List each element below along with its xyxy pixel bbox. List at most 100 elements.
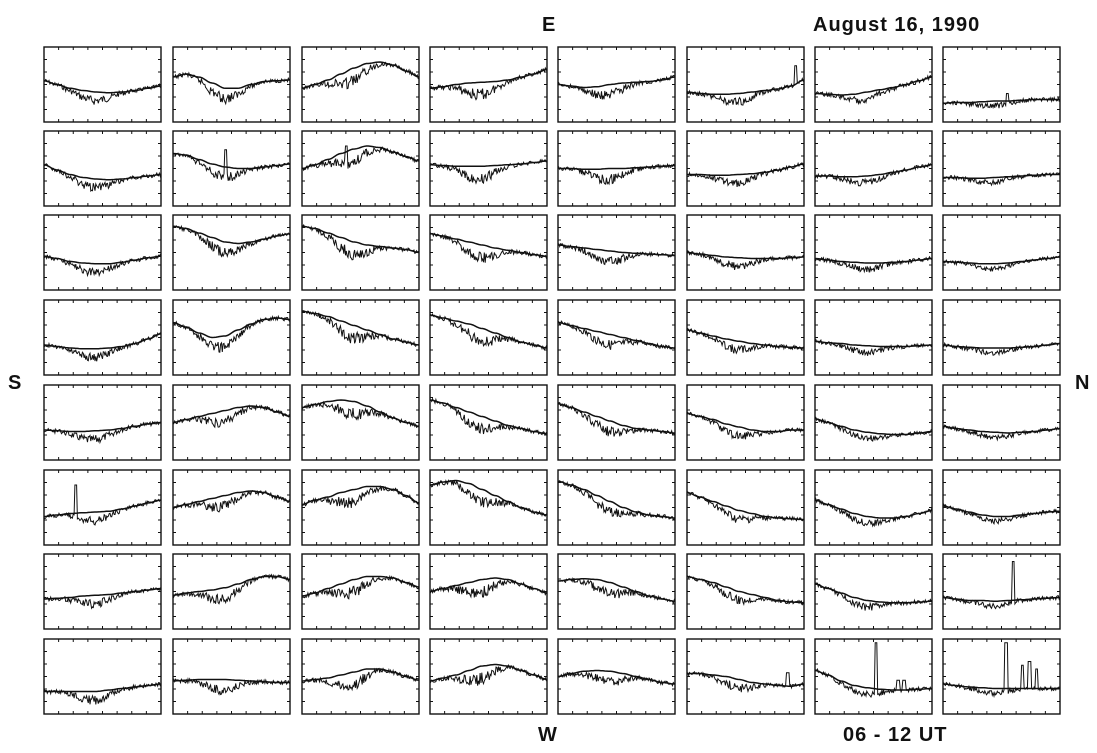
panel-frame bbox=[557, 469, 676, 546]
observed-profile bbox=[557, 401, 676, 437]
observed-profile bbox=[301, 667, 420, 692]
observed-profile bbox=[557, 74, 676, 100]
panel-ticks bbox=[430, 554, 547, 629]
panel-ticks bbox=[815, 47, 932, 122]
observed-profile bbox=[686, 65, 805, 107]
panel-r7-c3 bbox=[301, 553, 420, 630]
panel-ticks bbox=[302, 470, 419, 545]
observed-profile bbox=[814, 162, 933, 187]
observed-profile bbox=[557, 243, 676, 266]
panel-frame bbox=[686, 384, 805, 461]
reference-curve bbox=[429, 479, 548, 516]
observed-profile bbox=[172, 677, 291, 696]
panel-ticks bbox=[558, 215, 675, 290]
reference-curve bbox=[301, 485, 420, 506]
observed-profile bbox=[430, 397, 548, 436]
panel-ticks bbox=[558, 639, 675, 714]
panel-frame bbox=[814, 299, 933, 376]
observed-profile bbox=[172, 403, 291, 429]
observed-profile bbox=[172, 149, 291, 181]
panel-r2-c1 bbox=[43, 130, 162, 207]
reference-curve bbox=[557, 76, 676, 89]
panel-r2-c4 bbox=[429, 130, 548, 207]
panel-r6-c8 bbox=[942, 469, 1061, 546]
panel-r6-c4 bbox=[429, 469, 548, 546]
observed-profile bbox=[43, 78, 162, 105]
panel-r1-c8 bbox=[942, 46, 1061, 123]
observed-profile bbox=[942, 341, 1061, 357]
panel-r4-c1 bbox=[43, 299, 162, 376]
panel-ticks bbox=[302, 131, 419, 206]
panel-r3-c1 bbox=[43, 214, 162, 291]
panel-frame bbox=[942, 638, 1061, 715]
panel-frame bbox=[172, 46, 291, 123]
panel-r3-c2 bbox=[172, 214, 291, 291]
reference-curve bbox=[301, 399, 420, 428]
observed-profile bbox=[814, 74, 933, 106]
panel-r5-c8 bbox=[942, 384, 1061, 461]
reference-curve bbox=[686, 251, 804, 260]
panel-ticks bbox=[943, 385, 1060, 460]
observed-profile bbox=[686, 411, 805, 440]
panel-ticks bbox=[173, 639, 290, 714]
observed-profile bbox=[942, 424, 1061, 442]
observed-profile bbox=[429, 158, 548, 185]
panel-frame bbox=[301, 130, 420, 207]
observed-profile bbox=[942, 255, 1061, 272]
panel-frame bbox=[43, 214, 162, 291]
panel-r2-c6 bbox=[686, 130, 805, 207]
panel-ticks bbox=[44, 300, 161, 375]
panel-ticks bbox=[687, 215, 804, 290]
panel-r6-c3 bbox=[301, 469, 420, 546]
observed-profile bbox=[814, 582, 933, 611]
panel-ticks bbox=[815, 470, 932, 545]
panel-ticks bbox=[815, 639, 932, 714]
panel-r7-c7 bbox=[814, 553, 933, 630]
east-label: E bbox=[542, 14, 556, 36]
panel-frame bbox=[686, 214, 805, 291]
observed-profile bbox=[43, 682, 162, 705]
panel-r3-c7 bbox=[814, 214, 933, 291]
observed-profile bbox=[43, 586, 162, 610]
observed-profile bbox=[942, 172, 1061, 187]
panel-frame bbox=[942, 46, 1061, 123]
panel-ticks bbox=[687, 470, 804, 545]
observed-profile bbox=[43, 253, 162, 278]
observed-profile bbox=[557, 577, 676, 605]
observed-profile bbox=[814, 255, 933, 274]
panel-ticks bbox=[430, 215, 547, 290]
reference-curve bbox=[686, 79, 805, 96]
panel-r1-c3 bbox=[301, 46, 420, 123]
panel-ticks bbox=[558, 554, 675, 629]
panel-ticks bbox=[943, 47, 1060, 122]
panel-r8-c5 bbox=[557, 638, 676, 715]
panel-r1-c5 bbox=[557, 46, 676, 123]
observed-profile bbox=[686, 161, 805, 187]
panel-ticks bbox=[943, 639, 1060, 714]
panel-frame bbox=[301, 46, 420, 123]
panel-r7-c2 bbox=[172, 553, 291, 630]
observed-profile bbox=[43, 484, 162, 526]
observed-profile bbox=[43, 331, 161, 362]
panel-frame bbox=[686, 46, 805, 123]
panel-r6-c5 bbox=[557, 469, 676, 546]
panel-r4-c3 bbox=[301, 299, 420, 376]
panel-r5-c5 bbox=[557, 384, 676, 461]
panel-ticks bbox=[430, 470, 547, 545]
observed-profile bbox=[557, 670, 676, 688]
reference-curve bbox=[43, 80, 162, 94]
panel-r8-c4 bbox=[429, 638, 548, 715]
panel-ticks bbox=[815, 300, 932, 375]
panel-ticks bbox=[173, 300, 290, 375]
panel-frame bbox=[43, 469, 162, 546]
panel-ticks bbox=[302, 47, 419, 122]
panel-r8-c1 bbox=[43, 638, 162, 715]
panel-frame bbox=[942, 299, 1061, 376]
reference-curve bbox=[943, 173, 1060, 180]
panel-frame bbox=[942, 469, 1061, 546]
observed-profile bbox=[301, 400, 420, 429]
panel-ticks bbox=[687, 639, 804, 714]
panel-ticks bbox=[173, 47, 290, 122]
observed-profile bbox=[429, 479, 548, 518]
panel-r5-c1 bbox=[43, 384, 162, 461]
